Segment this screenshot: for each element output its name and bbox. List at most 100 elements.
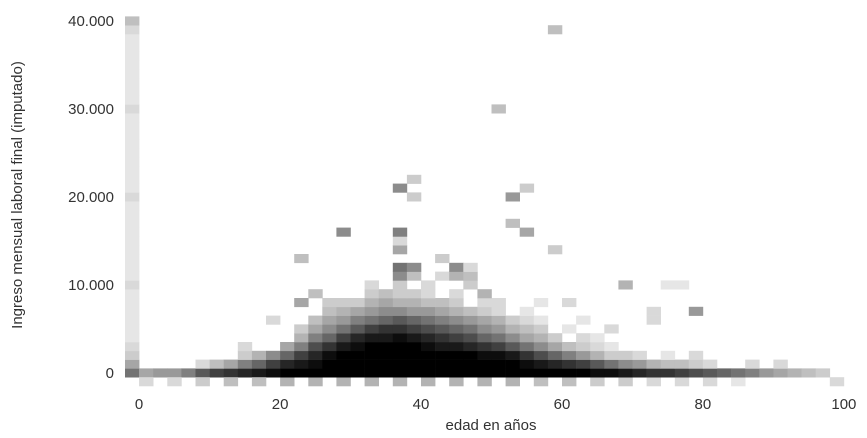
heatmap-cell	[125, 95, 140, 105]
heatmap-cell	[731, 368, 746, 378]
heatmap-cell	[702, 368, 718, 378]
heatmap-cell	[660, 368, 676, 378]
heatmap-cell	[392, 333, 408, 343]
heatmap-cell	[125, 166, 140, 176]
heatmap-cell	[322, 359, 337, 369]
heatmap-cell	[364, 289, 379, 299]
heatmap-cell	[590, 377, 605, 387]
heatmap-cell	[449, 271, 464, 281]
heatmap-cell	[392, 359, 408, 369]
x-tick-label: 20	[272, 396, 289, 413]
heatmap-cell	[125, 139, 140, 149]
heatmap-cell	[562, 377, 577, 387]
heatmap-cell	[125, 157, 140, 167]
heatmap-cell	[590, 350, 605, 360]
heatmap-cell	[378, 306, 394, 316]
heatmap-cell	[477, 377, 492, 387]
heatmap-cell	[322, 333, 337, 343]
heatmap-cell	[167, 377, 182, 387]
heatmap-cell	[463, 342, 478, 352]
heatmap-cell	[435, 368, 450, 378]
heatmap-cell	[266, 368, 281, 378]
heatmap-cell	[717, 368, 732, 378]
heatmap-cell	[308, 350, 323, 360]
heatmap-cell	[646, 306, 661, 316]
heatmap-cell	[125, 86, 140, 96]
heatmap-cell	[491, 333, 506, 343]
heatmap-cell	[505, 350, 520, 360]
heatmap-cell	[364, 315, 379, 325]
heatmap-cell	[406, 315, 422, 325]
heatmap-cell	[406, 306, 422, 316]
heatmap-cell	[731, 377, 746, 387]
heatmap-cell	[350, 315, 365, 325]
heatmap-cell	[576, 368, 591, 378]
heatmap-cell	[421, 306, 436, 316]
heatmap-cell	[392, 342, 408, 352]
heatmap-cell	[674, 377, 690, 387]
heatmap-cell	[477, 368, 492, 378]
heatmap-cell	[336, 342, 351, 352]
heatmap-cell	[562, 342, 577, 352]
heatmap-cell	[336, 350, 351, 360]
heatmap-cell	[125, 122, 140, 132]
heatmap-cell	[125, 104, 140, 114]
heatmap-cell	[322, 342, 337, 352]
heatmap-cell	[223, 359, 239, 369]
heatmap-cell	[392, 368, 408, 378]
heatmap-cell	[449, 350, 464, 360]
heatmap-cell	[421, 333, 436, 343]
heatmap-cell	[505, 315, 520, 325]
heatmap-cell	[745, 359, 760, 369]
heatmap-cell	[308, 289, 323, 299]
heatmap-cell	[209, 368, 224, 378]
heatmap-cell	[491, 324, 506, 334]
heatmap-cell	[125, 324, 140, 334]
heatmap-cell	[125, 280, 140, 290]
heatmap-cell	[364, 280, 379, 290]
heatmap-cell	[125, 262, 140, 272]
heatmap-cell	[604, 350, 619, 360]
heatmap-cell	[364, 333, 379, 343]
heatmap-cell	[449, 324, 464, 334]
heatmap-cell	[435, 254, 450, 264]
heatmap-cell	[449, 368, 464, 378]
heatmap-cell	[195, 377, 210, 387]
heatmap-cell	[378, 359, 394, 369]
heatmap-cell	[350, 342, 365, 352]
heatmap-cell	[435, 306, 450, 316]
heatmap-cell	[153, 368, 168, 378]
heatmap-cell	[392, 280, 408, 290]
heatmap-cell	[294, 333, 309, 343]
heatmap-cell	[533, 377, 549, 387]
heatmap-cell	[364, 298, 379, 308]
heatmap-cell	[421, 280, 436, 290]
heatmap-cell	[646, 377, 661, 387]
heatmap-cell	[308, 342, 323, 352]
heatmap-cell	[125, 78, 140, 88]
heatmap-cell	[576, 333, 591, 343]
heatmap-cell	[392, 306, 408, 316]
heatmap-cell	[125, 359, 140, 369]
heatmap-cell	[421, 350, 436, 360]
heatmap-cell	[125, 51, 140, 61]
heatmap-cell	[618, 280, 633, 290]
heatmap-cell	[125, 342, 140, 352]
heatmap-cell	[590, 368, 605, 378]
heatmap-cell	[449, 289, 464, 299]
heatmap-cell	[519, 359, 535, 369]
heatmap-cell	[266, 315, 281, 325]
heatmap-cell	[505, 324, 520, 334]
heatmap-cell	[406, 298, 422, 308]
heatmap-cell	[533, 324, 549, 334]
heatmap-cell	[280, 368, 295, 378]
heatmap-cell	[688, 350, 704, 360]
heatmap-cell	[618, 377, 633, 387]
heatmap-cell	[604, 342, 619, 352]
heatmap-cell	[547, 368, 563, 378]
heatmap-cell	[660, 359, 676, 369]
heatmap-cell	[505, 218, 520, 228]
x-tick-label: 60	[554, 396, 571, 413]
heatmap-cell	[308, 368, 323, 378]
heatmap-cell	[674, 280, 690, 290]
